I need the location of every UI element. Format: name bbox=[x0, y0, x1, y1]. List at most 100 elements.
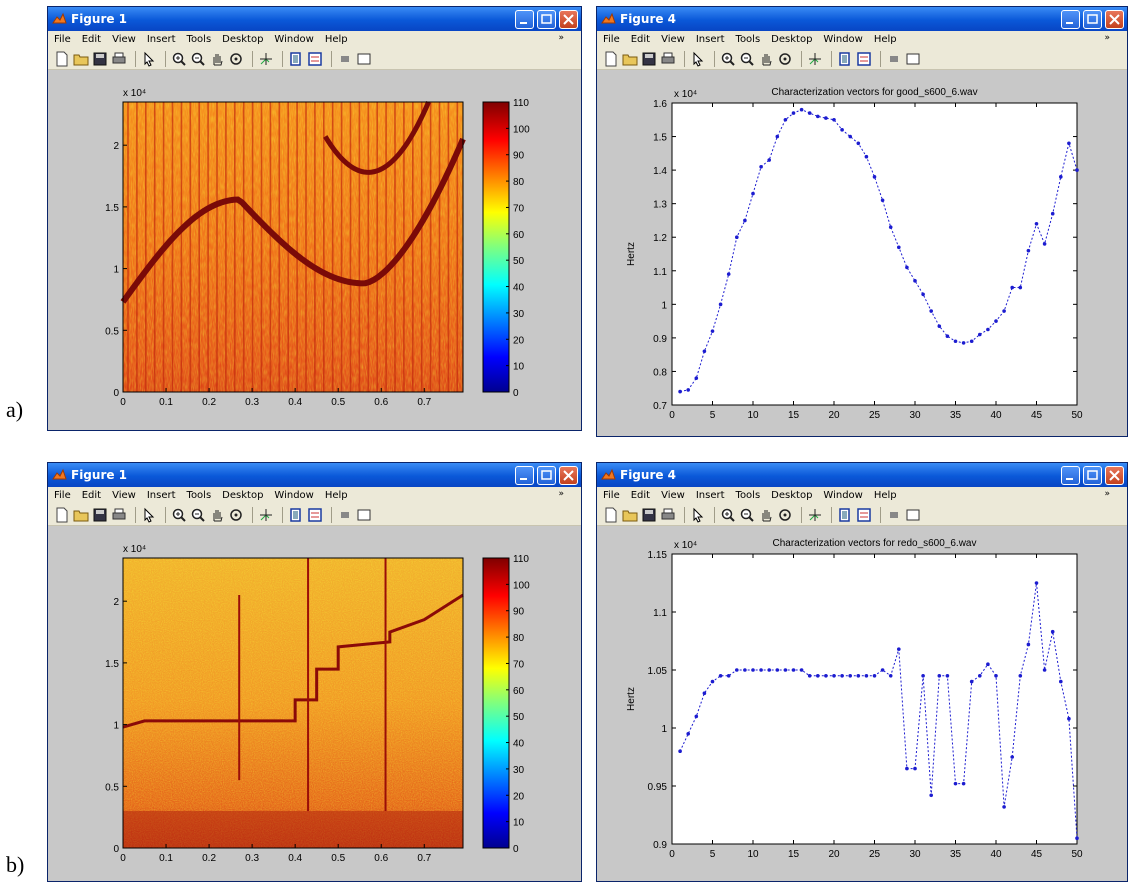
menu-overflow-icon[interactable]: » bbox=[1104, 489, 1110, 499]
pan-hand-icon[interactable] bbox=[209, 507, 225, 523]
hide-tools-icon[interactable] bbox=[886, 51, 902, 67]
close-button[interactable] bbox=[559, 9, 578, 29]
open-file-icon[interactable] bbox=[622, 507, 638, 523]
show-tools-icon[interactable] bbox=[356, 51, 372, 67]
menu-item-desktop[interactable]: Desktop bbox=[222, 34, 264, 45]
menu-item-view[interactable]: View bbox=[661, 34, 685, 45]
print-icon[interactable] bbox=[111, 51, 127, 67]
maximize-button[interactable] bbox=[537, 9, 556, 29]
menu-item-help[interactable]: Help bbox=[324, 34, 348, 45]
data-cursor-icon[interactable] bbox=[258, 51, 274, 67]
menu-item-desktop[interactable]: Desktop bbox=[222, 490, 264, 501]
figure-window[interactable]: Figure 4 File Edit View Insert Tools Desktop Wi… bbox=[596, 6, 1128, 437]
zoom-out-icon[interactable] bbox=[739, 51, 755, 67]
data-cursor-icon[interactable] bbox=[807, 507, 823, 523]
maximize-button[interactable] bbox=[1083, 465, 1102, 485]
menu-item-desktop[interactable]: Desktop bbox=[771, 34, 813, 45]
data-cursor-icon[interactable] bbox=[258, 507, 274, 523]
save-icon[interactable] bbox=[641, 51, 657, 67]
colorbar-icon[interactable] bbox=[288, 51, 304, 67]
menu-item-tools[interactable]: Tools bbox=[186, 490, 212, 501]
zoom-in-icon[interactable] bbox=[720, 51, 736, 67]
pointer-icon[interactable] bbox=[141, 507, 157, 523]
zoom-in-icon[interactable] bbox=[720, 507, 736, 523]
menu-item-edit[interactable]: Edit bbox=[630, 490, 651, 501]
title-bar[interactable]: Figure 1 bbox=[48, 7, 581, 31]
menu-item-insert[interactable]: Insert bbox=[146, 490, 176, 501]
menu-item-window[interactable]: Window bbox=[823, 34, 863, 45]
open-file-icon[interactable] bbox=[73, 51, 89, 67]
new-file-icon[interactable] bbox=[54, 507, 70, 523]
rotate-3d-icon[interactable] bbox=[777, 507, 793, 523]
figure-window[interactable]: Figure 4 File Edit View Insert Tools Desktop Wi… bbox=[596, 462, 1128, 882]
menu-item-edit[interactable]: Edit bbox=[81, 34, 102, 45]
print-icon[interactable] bbox=[660, 507, 676, 523]
colorbar-icon[interactable] bbox=[288, 507, 304, 523]
show-tools-icon[interactable] bbox=[905, 507, 921, 523]
pointer-icon[interactable] bbox=[690, 507, 706, 523]
menu-item-view[interactable]: View bbox=[661, 490, 685, 501]
close-button[interactable] bbox=[1105, 9, 1124, 29]
menu-item-insert[interactable]: Insert bbox=[695, 34, 725, 45]
close-button[interactable] bbox=[559, 465, 578, 485]
zoom-out-icon[interactable] bbox=[739, 507, 755, 523]
print-icon[interactable] bbox=[660, 51, 676, 67]
minimize-button[interactable] bbox=[1061, 465, 1080, 485]
colorbar-icon[interactable] bbox=[837, 51, 853, 67]
menu-overflow-icon[interactable]: » bbox=[558, 489, 564, 499]
menu-item-view[interactable]: View bbox=[112, 490, 136, 501]
legend-icon[interactable] bbox=[307, 507, 323, 523]
title-bar[interactable]: Figure 4 bbox=[597, 463, 1127, 487]
maximize-button[interactable] bbox=[537, 465, 556, 485]
pan-hand-icon[interactable] bbox=[758, 51, 774, 67]
open-file-icon[interactable] bbox=[622, 51, 638, 67]
figure-window[interactable]: Figure 1 File Edit View Insert Tools Desktop Wi… bbox=[47, 462, 582, 882]
menu-overflow-icon[interactable]: » bbox=[1104, 33, 1110, 43]
pan-hand-icon[interactable] bbox=[758, 507, 774, 523]
menu-item-edit[interactable]: Edit bbox=[81, 490, 102, 501]
menu-item-file[interactable]: File bbox=[603, 490, 620, 501]
new-file-icon[interactable] bbox=[54, 51, 70, 67]
rotate-3d-icon[interactable] bbox=[228, 507, 244, 523]
menu-item-tools[interactable]: Tools bbox=[186, 34, 212, 45]
menu-item-help[interactable]: Help bbox=[324, 490, 348, 501]
menu-item-tools[interactable]: Tools bbox=[735, 490, 761, 501]
save-icon[interactable] bbox=[92, 51, 108, 67]
open-file-icon[interactable] bbox=[73, 507, 89, 523]
figure-window[interactable]: Figure 1 File Edit View Insert Tools Desktop Wi… bbox=[47, 6, 582, 431]
minimize-button[interactable] bbox=[1061, 9, 1080, 29]
rotate-3d-icon[interactable] bbox=[228, 51, 244, 67]
hide-tools-icon[interactable] bbox=[886, 507, 902, 523]
menu-item-window[interactable]: Window bbox=[823, 490, 863, 501]
menu-item-desktop[interactable]: Desktop bbox=[771, 490, 813, 501]
new-file-icon[interactable] bbox=[603, 507, 619, 523]
menu-item-window[interactable]: Window bbox=[274, 490, 314, 501]
menu-item-insert[interactable]: Insert bbox=[695, 490, 725, 501]
maximize-button[interactable] bbox=[1083, 9, 1102, 29]
menu-item-insert[interactable]: Insert bbox=[146, 34, 176, 45]
title-bar[interactable]: Figure 4 bbox=[597, 7, 1127, 31]
pointer-icon[interactable] bbox=[141, 51, 157, 67]
save-icon[interactable] bbox=[641, 507, 657, 523]
minimize-button[interactable] bbox=[515, 465, 534, 485]
print-icon[interactable] bbox=[111, 507, 127, 523]
hide-tools-icon[interactable] bbox=[337, 51, 353, 67]
legend-icon[interactable] bbox=[856, 51, 872, 67]
zoom-out-icon[interactable] bbox=[190, 51, 206, 67]
pointer-icon[interactable] bbox=[690, 51, 706, 67]
save-icon[interactable] bbox=[92, 507, 108, 523]
hide-tools-icon[interactable] bbox=[337, 507, 353, 523]
legend-icon[interactable] bbox=[856, 507, 872, 523]
zoom-in-icon[interactable] bbox=[171, 507, 187, 523]
zoom-in-icon[interactable] bbox=[171, 51, 187, 67]
colorbar-icon[interactable] bbox=[837, 507, 853, 523]
menu-item-help[interactable]: Help bbox=[873, 490, 897, 501]
menu-item-help[interactable]: Help bbox=[873, 34, 897, 45]
menu-item-file[interactable]: File bbox=[603, 34, 620, 45]
menu-item-edit[interactable]: Edit bbox=[630, 34, 651, 45]
title-bar[interactable]: Figure 1 bbox=[48, 463, 581, 487]
menu-item-window[interactable]: Window bbox=[274, 34, 314, 45]
show-tools-icon[interactable] bbox=[905, 51, 921, 67]
menu-item-view[interactable]: View bbox=[112, 34, 136, 45]
menu-item-file[interactable]: File bbox=[54, 490, 71, 501]
